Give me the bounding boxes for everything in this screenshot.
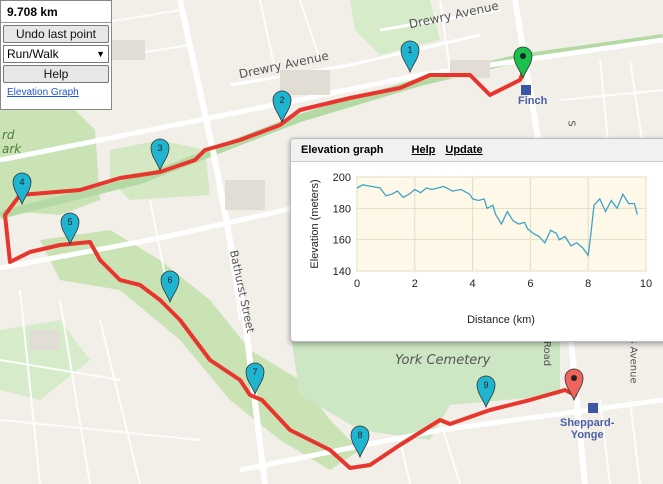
undo-last-point-button[interactable]: Undo last point [3,25,109,43]
elevation-graph-link[interactable]: Elevation Graph [7,87,79,98]
map-pin-icon [400,40,420,74]
map-pin-number: 6 [167,275,172,285]
subway-station-finch[interactable] [521,85,531,95]
y-tick-labels: 140 160 180 200 [333,172,351,278]
road-drewry-east [379,8,501,32]
y-tick-label: 200 [333,172,351,184]
activity-mode-select[interactable]: Run/Walk ▼ [3,45,109,63]
x-tick-label: 0 [354,278,360,290]
map-pin-number: 7 [252,367,257,377]
activity-mode-value: Run/Walk [7,47,59,61]
popup-header: Elevation graph Help Update [291,139,663,162]
map-pin-number: 5 [67,217,72,227]
road-finch [0,37,663,163]
popup-help-link[interactable]: Help [411,144,436,156]
elevation-graph-popup: Elevation graph Help Update 140 160 180 200… [290,138,663,342]
x-tick-label: 4 [470,278,476,290]
route-end-marker[interactable] [564,368,584,402]
map-pin-number: 9 [483,380,488,390]
x-tick-label: 6 [527,278,533,290]
route-markers: 1 2 3 4 5 6 7 8 9 [12,40,584,459]
route-marker-6[interactable]: 6 [160,270,180,304]
popup-update-link[interactable]: Update [445,144,483,156]
map-label-road: Road [541,340,553,367]
route-marker-7[interactable]: 7 [245,362,265,396]
map-label-park: rd ark [2,128,22,156]
y-tick-label: 140 [333,266,351,278]
distance-readout: 9.708 km [1,1,111,23]
y-axis-label: Elevation (meters) [309,179,321,268]
help-button[interactable]: Help [3,65,109,83]
road-drewry [229,33,481,87]
map-pin-icon [513,46,533,80]
x-tick-label: 10 [640,278,652,290]
route-control-panel: 9.708 km Undo last point Run/Walk ▼ Help… [0,0,112,110]
elevation-series-line [356,184,638,257]
y-tick-label: 180 [333,203,351,215]
route-marker-5[interactable]: 5 [60,212,80,246]
popup-title: Elevation graph [301,144,384,156]
route-marker-3[interactable]: 3 [150,138,170,172]
map-label-york-cemetery: York Cemetery [395,353,491,368]
chevron-down-icon: ▼ [96,49,105,59]
route-marker-2[interactable]: 2 [272,90,292,124]
route-marker-1[interactable]: 1 [400,40,420,74]
subway-station-sheppard[interactable] [588,403,598,413]
map-label-side-street: S [565,120,577,127]
york-cemetery-area [290,330,560,440]
map-pin-number: 3 [157,143,162,153]
map-pin-icon [350,425,370,459]
map-pin-number: 1 [407,45,412,55]
map-pin-dot [520,53,526,59]
route-start-marker[interactable] [513,46,533,80]
map-pin-number: 8 [357,430,362,440]
x-tick-labels: 0 2 4 6 8 10 [354,278,652,290]
map-pin-icon [150,138,170,172]
station-label-finch[interactable]: Finch [518,95,548,107]
x-tick-label: 8 [585,278,591,290]
station-label-sheppard-yonge[interactable]: Sheppard- Yonge [560,417,615,441]
map-pin-icon [476,375,496,409]
road-bathurst [177,0,268,484]
map-pin-icon [160,270,180,304]
map-pin-icon [564,368,584,402]
map-pin-icon [245,362,265,396]
route-line[interactable] [3,70,582,470]
map-pin-icon [12,172,32,206]
map-pin-icon [272,90,292,124]
map-pin-dot [571,375,577,381]
elevation-chart: 140 160 180 200 0 2 4 6 8 10 Distance (km) Eleva… [309,172,652,326]
map-pin-icon [60,212,80,246]
route-marker-8[interactable]: 8 [350,425,370,459]
route-marker-4[interactable]: 4 [12,172,32,206]
map-pin-number: 2 [279,95,284,105]
map-pin-number: 4 [19,177,24,187]
route-marker-9[interactable]: 9 [476,375,496,409]
y-tick-label: 160 [333,235,351,247]
x-axis-label: Distance (km) [467,314,535,326]
x-tick-label: 2 [412,278,418,290]
chart-gridlines [356,176,647,272]
